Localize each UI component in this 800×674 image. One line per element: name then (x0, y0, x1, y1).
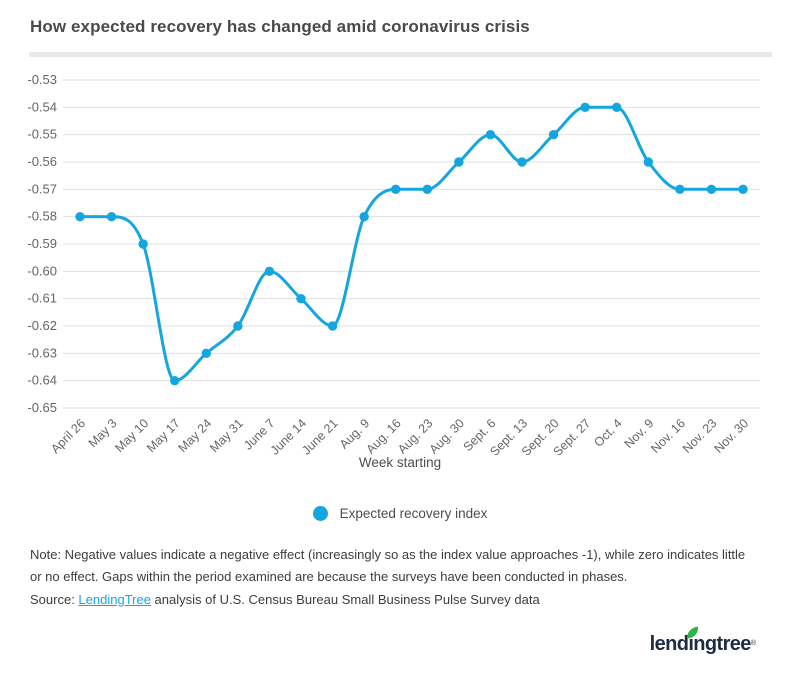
leaf-icon (686, 626, 698, 639)
data-point (548, 129, 559, 140)
x-tick-label: May 17 (144, 416, 183, 455)
y-tick-label: -0.63 (27, 345, 57, 360)
x-tick-label: June 21 (299, 416, 340, 455)
data-point (138, 239, 148, 249)
x-tick-label: April 26 (48, 416, 88, 455)
y-tick-label: -0.57 (27, 181, 57, 196)
y-tick-label: -0.58 (27, 209, 57, 224)
data-point (706, 184, 717, 195)
logo-text: lendingtree (649, 633, 752, 655)
y-tick-label: -0.59 (27, 236, 57, 251)
source-text: Source: LendingTree analysis of U.S. Cen… (30, 592, 540, 607)
data-point (580, 102, 590, 113)
y-tick-label: -0.53 (27, 72, 57, 87)
source-suffix: analysis of U.S. Census Bureau Small Bus… (150, 592, 540, 607)
data-point (391, 184, 401, 195)
data-point (233, 321, 243, 331)
legend: Expected recovery index (0, 506, 800, 521)
lendingtree-logo: lendingtree® (649, 626, 756, 655)
y-tick-label: -0.65 (27, 400, 57, 415)
x-axis-title: Week starting (358, 455, 442, 470)
data-point (264, 266, 275, 277)
data-point (296, 293, 306, 304)
x-tick-label: Oct. 4 (591, 416, 625, 450)
legend-label: Expected recovery index (339, 506, 488, 521)
y-tick-label: -0.61 (27, 291, 57, 306)
note-text: Note: Negative values indicate a negativ… (30, 544, 790, 588)
page-title: How expected recovery has changed amid c… (30, 17, 530, 36)
data-point (201, 348, 211, 359)
data-point (170, 375, 180, 386)
note-line-2: or no effect. Gaps within the period exa… (30, 569, 628, 584)
lendingtree-link[interactable]: LendingTree (78, 592, 151, 607)
data-point (106, 211, 117, 222)
note-line-1: Note: Negative values indicate a negativ… (30, 547, 746, 562)
data-point (359, 211, 369, 222)
data-point (327, 321, 338, 331)
data-point (422, 184, 432, 195)
y-tick-label: -0.62 (27, 318, 57, 333)
y-tick-label: -0.55 (27, 127, 57, 142)
data-point (517, 157, 527, 167)
x-tick-label: Nov. 30 (711, 416, 751, 455)
y-tick-label: -0.60 (27, 263, 57, 278)
x-tick-label: May 31 (207, 416, 246, 455)
y-tick-label: -0.64 (27, 373, 57, 388)
y-tick-label: -0.56 (27, 154, 57, 169)
y-tick-label: -0.54 (27, 99, 57, 114)
data-point (454, 157, 464, 167)
data-point (738, 184, 748, 195)
logo-trademark: ® (750, 640, 756, 647)
line-chart: -0.53 -0.54 -0.55 -0.56 -0.57 -0.58 -0.59 -0.60… (27, 72, 760, 455)
x-tick-label: May 10 (112, 416, 151, 455)
data-point (75, 211, 85, 222)
legend-marker-dot (312, 506, 328, 521)
x-tick-label: Aug. 30 (427, 416, 467, 455)
source-prefix: Source: (30, 592, 79, 607)
data-point (675, 184, 685, 195)
x-tick-label: May 24 (176, 416, 215, 455)
data-point (612, 102, 622, 113)
data-point (485, 129, 496, 140)
title-divider (29, 52, 772, 57)
data-point (643, 157, 653, 167)
